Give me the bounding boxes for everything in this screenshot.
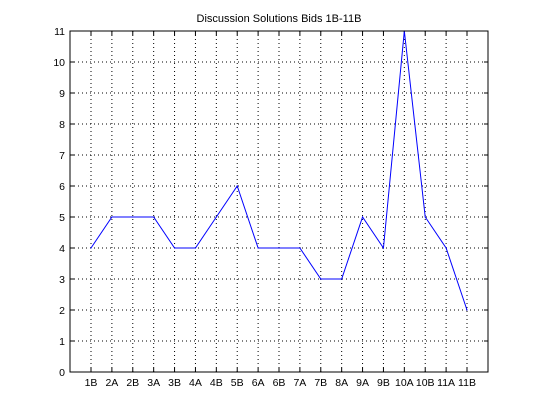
x-tick-label: 11A: [437, 377, 455, 389]
y-tick-label: 3: [59, 274, 65, 286]
x-tick-label: 6A: [252, 377, 265, 389]
data-point: [236, 185, 238, 187]
x-tick-label: 11B: [458, 377, 476, 389]
y-tick-label: 8: [59, 119, 65, 131]
tick-labels: 1B 2A 2B 3A 3B 4A 4B 5B 6A 6B 7A 7B 8A 9A 9B 10A 10B 11A 1…: [53, 26, 476, 389]
data-point: [466, 309, 468, 311]
x-tick-label: 7B: [314, 377, 327, 389]
y-tick-label: 9: [59, 88, 65, 100]
x-tick-label: 1B: [85, 377, 98, 389]
y-tick-label: 10: [53, 57, 65, 69]
x-tick-label: 3A: [147, 377, 160, 389]
data-point: [194, 247, 197, 249]
data-point: [90, 247, 92, 249]
y-tick-label: 6: [59, 181, 65, 193]
x-tick-label: 6B: [273, 377, 286, 389]
x-tick-label: 8A: [335, 377, 348, 389]
y-tick-label: 0: [59, 367, 65, 379]
data-point: [132, 216, 134, 218]
x-tick-label: 10A: [395, 377, 414, 389]
data-point: [153, 216, 155, 218]
data-point: [382, 247, 385, 249]
plot-area-frame: [69, 30, 489, 373]
y-tick-label: 5: [59, 212, 65, 224]
data-point: [278, 247, 280, 249]
data-point: [361, 216, 364, 218]
data-point: [424, 216, 426, 218]
data-point: [173, 247, 176, 249]
data-point: [445, 247, 447, 249]
x-tick-label: 4B: [210, 377, 223, 389]
y-tick-label: 7: [59, 150, 65, 162]
x-tick-label: 2A: [105, 377, 118, 389]
y-tick-label: 4: [59, 243, 65, 255]
data-point: [320, 278, 322, 280]
x-tick-label: 2B: [126, 377, 139, 389]
x-tick-label: 9B: [377, 377, 390, 389]
x-tick-label: 7A: [293, 377, 306, 389]
x-tick-label: 4A: [189, 377, 202, 389]
x-tick-label: 3B: [168, 377, 181, 389]
y-tick-label: 2: [59, 305, 65, 317]
data-point: [341, 278, 343, 280]
y-tick-label: 11: [54, 26, 65, 38]
x-tick-label: 10B: [416, 377, 435, 389]
y-tick-label: 1: [59, 336, 65, 348]
chart-title: Discussion Solutions Bids 1B-11B: [197, 13, 362, 25]
data-point: [111, 216, 113, 218]
x-tick-label: 5B: [231, 377, 244, 389]
data-point: [257, 247, 259, 249]
data-point: [299, 247, 301, 249]
x-tick-label: 9A: [356, 377, 369, 389]
data-point: [215, 216, 217, 218]
